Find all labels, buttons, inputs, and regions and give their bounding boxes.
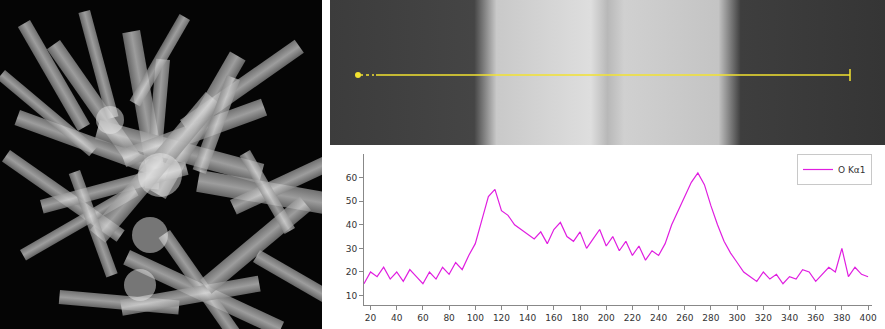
svg-text:50: 50 [346,196,358,206]
svg-text:O Kα1: O Kα1 [838,165,866,175]
svg-text:40: 40 [391,313,403,323]
svg-text:140: 140 [519,313,536,323]
svg-text:200: 200 [598,313,615,323]
svg-text:20: 20 [346,267,358,277]
svg-text:320: 320 [755,313,772,323]
svg-text:60: 60 [346,173,358,183]
svg-text:30: 30 [346,244,358,254]
svg-text:220: 220 [624,313,641,323]
svg-text:180: 180 [571,313,588,323]
svg-text:120: 120 [493,313,510,323]
svg-text:60: 60 [417,313,429,323]
svg-text:380: 380 [833,313,850,323]
svg-text:360: 360 [807,313,824,323]
svg-text:300: 300 [729,313,746,323]
svg-text:260: 260 [676,313,693,323]
svg-text:20: 20 [365,313,377,323]
svg-text:240: 240 [650,313,667,323]
svg-text:10: 10 [346,291,358,301]
svg-text:280: 280 [702,313,719,323]
svg-text:160: 160 [545,313,562,323]
svg-text:400: 400 [859,313,876,323]
svg-text:80: 80 [443,313,455,323]
svg-text:100: 100 [467,313,484,323]
svg-text:40: 40 [346,220,358,230]
svg-text:340: 340 [781,313,798,323]
